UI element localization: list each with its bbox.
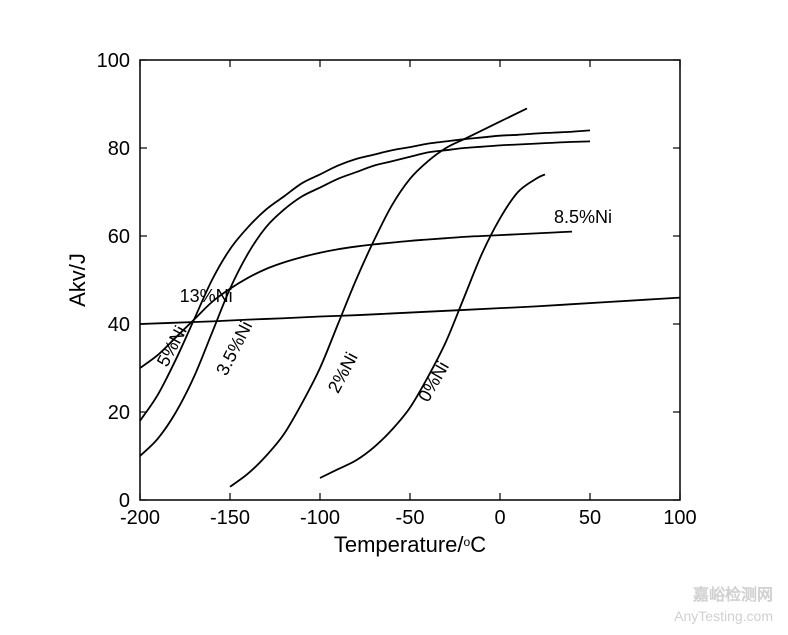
line-chart: -200-150-100-50050100020406080100Tempera… bbox=[60, 30, 720, 570]
svg-text:50: 50 bbox=[579, 507, 601, 529]
svg-text:0: 0 bbox=[119, 490, 130, 512]
svg-text:0: 0 bbox=[494, 507, 505, 529]
svg-text:-150: -150 bbox=[210, 507, 250, 529]
svg-text:Temperature/oC: Temperature/oC bbox=[334, 532, 486, 557]
svg-text:Akv/J: Akv/J bbox=[65, 253, 90, 307]
watermark: 嘉峪检测网 AnyTesting.com bbox=[674, 586, 773, 625]
svg-text:100: 100 bbox=[97, 50, 130, 72]
series-label-0%Ni: 0%Ni bbox=[414, 358, 453, 405]
svg-text:40: 40 bbox=[108, 314, 130, 336]
watermark-cn: 嘉峪检测网 bbox=[674, 586, 773, 607]
svg-text:20: 20 bbox=[108, 402, 130, 424]
series-label-13%Ni: 13%Ni bbox=[180, 286, 233, 306]
series-label-5%Ni: 5%Ni bbox=[153, 323, 191, 370]
series-label-3.5%Ni: 3.5%Ni bbox=[212, 318, 256, 379]
series-label-2%Ni: 2%Ni bbox=[324, 349, 362, 396]
watermark-en: AnyTesting.com bbox=[674, 607, 773, 625]
svg-text:100: 100 bbox=[663, 507, 696, 529]
series-0%Ni bbox=[320, 174, 545, 478]
series-label-8.5%Ni: 8.5%Ni bbox=[554, 207, 612, 227]
svg-text:60: 60 bbox=[108, 226, 130, 248]
svg-text:80: 80 bbox=[108, 138, 130, 160]
chart-container: -200-150-100-50050100020406080100Tempera… bbox=[60, 30, 720, 570]
series-5%Ni bbox=[140, 130, 590, 420]
svg-text:-100: -100 bbox=[300, 507, 340, 529]
svg-text:-50: -50 bbox=[396, 507, 425, 529]
